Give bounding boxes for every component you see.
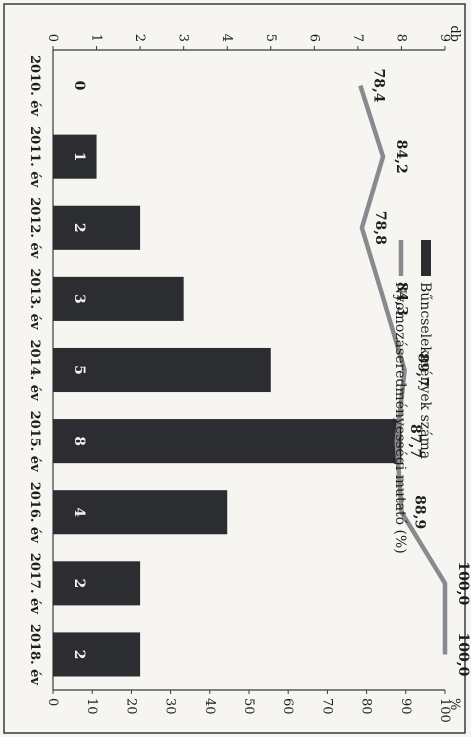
left-tick-label: 9 bbox=[437, 34, 452, 42]
bar-value-label: 8 bbox=[71, 436, 87, 446]
right-tick-label: 60 bbox=[280, 698, 295, 715]
right-tick-label: 90 bbox=[398, 698, 413, 715]
bar bbox=[53, 490, 228, 535]
category-label: 2017. év bbox=[27, 553, 42, 615]
left-tick-label: 2 bbox=[132, 34, 147, 42]
right-tick-label: 50 bbox=[241, 698, 256, 715]
bar bbox=[53, 347, 271, 393]
right-tick-label: 100 bbox=[437, 698, 452, 723]
category-label: 2015. év bbox=[27, 411, 42, 473]
right-tick-label: 70 bbox=[319, 698, 334, 715]
left-tick-label: 7 bbox=[350, 34, 365, 42]
right-tick-label: 40 bbox=[202, 698, 217, 715]
left-tick-label: 5 bbox=[263, 34, 278, 42]
line-value-label: 78,4 bbox=[370, 69, 386, 103]
left-tick-label: 3 bbox=[176, 34, 191, 42]
category-label: 2010. év bbox=[27, 55, 42, 117]
bar bbox=[53, 205, 141, 250]
bar bbox=[52, 276, 184, 321]
bar-value-label: 2 bbox=[71, 650, 87, 660]
right-tick-label: 80 bbox=[359, 698, 374, 715]
bar-value-label: 0 bbox=[71, 81, 87, 91]
line-value-label: 100,0 bbox=[455, 633, 471, 677]
bar-value-label: 1 bbox=[71, 152, 87, 162]
bar-value-label: 4 bbox=[71, 507, 87, 517]
left-tick-label: 6 bbox=[306, 34, 321, 42]
left-tick-label: 8 bbox=[393, 34, 408, 42]
right-tick-label: 30 bbox=[163, 698, 178, 715]
bar-value-label: 3 bbox=[71, 294, 87, 304]
right-tick-label: 20 bbox=[123, 698, 138, 715]
bar bbox=[52, 134, 97, 179]
line-value-label: 84,3 bbox=[393, 282, 409, 316]
bar bbox=[52, 419, 402, 464]
legend-bar-swatch bbox=[421, 240, 431, 276]
category-label: 2014. év bbox=[27, 339, 42, 401]
left-axis-unit: db bbox=[447, 25, 462, 42]
line-value-label: 88,9 bbox=[411, 495, 427, 529]
plot-group: 0 1 2 3 4 5 6 7 8 9db 0 10 20 30 40 50 60 70 80 90 100% 0 1 2 3 5… bbox=[3, 3, 471, 734]
legend-line-label: Nyomozáseredményességi mutató (%) bbox=[392, 282, 408, 554]
left-tick-label: 1 bbox=[89, 34, 104, 42]
legend-bar-label: Bűncselekmények száma bbox=[417, 282, 433, 459]
bar-value-label: 2 bbox=[71, 578, 87, 588]
line-value-label: 89,7 bbox=[415, 353, 431, 387]
right-tick-label: 10 bbox=[84, 698, 99, 715]
bar-value-label: 5 bbox=[71, 365, 87, 375]
category-label: 2012. év bbox=[27, 197, 42, 259]
line-value-label: 78,8 bbox=[372, 211, 388, 245]
category-label: 2018. év bbox=[27, 624, 42, 686]
right-tick-label: 0 bbox=[45, 698, 60, 706]
bar bbox=[53, 632, 141, 677]
line-value-label: 87,7 bbox=[407, 424, 423, 458]
bar-value-label: 2 bbox=[71, 223, 87, 233]
category-label: 2016. év bbox=[27, 482, 42, 544]
right-axis-unit: % bbox=[447, 698, 462, 710]
category-label: 2013. év bbox=[27, 268, 42, 330]
left-tick-label: 4 bbox=[219, 34, 234, 42]
left-tick-label: 0 bbox=[45, 34, 60, 42]
frame-border bbox=[3, 3, 466, 734]
bar bbox=[53, 561, 141, 606]
line-value-label: 100,0 bbox=[455, 561, 471, 605]
line-value-label: 84,2 bbox=[393, 140, 409, 174]
category-label: 2011. év bbox=[27, 126, 42, 188]
